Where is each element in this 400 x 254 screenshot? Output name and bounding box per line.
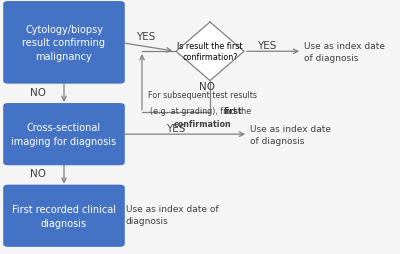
FancyBboxPatch shape [3,2,125,84]
FancyBboxPatch shape [3,185,125,247]
Text: Use as index date
of diagnosis: Use as index date of diagnosis [250,124,331,145]
Text: NO: NO [30,87,46,98]
Text: Cross-sectional
imaging for diagnosis: Cross-sectional imaging for diagnosis [12,123,116,146]
Text: NO: NO [199,81,215,91]
Text: Use as index date
of diagnosis: Use as index date of diagnosis [304,42,385,62]
Text: NO: NO [30,169,46,179]
Text: First recorded clinical
diagnosis: First recorded clinical diagnosis [12,204,116,228]
Text: For subsequent test results: For subsequent test results [148,90,256,99]
Text: confirmation: confirmation [173,119,231,128]
Text: YES: YES [258,41,277,51]
FancyBboxPatch shape [3,104,125,166]
Polygon shape [176,23,244,81]
Text: first: first [224,107,243,116]
Text: YES: YES [166,123,186,133]
Text: YES: YES [136,32,156,42]
Text: Use as index date of
diagnosis: Use as index date of diagnosis [126,204,219,225]
Text: Is result the first
confirmation?: Is result the first confirmation? [177,42,243,62]
Text: Cytology/biopsy
result confirming
malignancy: Cytology/biopsy result confirming malign… [22,25,106,62]
Text: (e.g. at grading), find the: (e.g. at grading), find the [150,107,254,116]
